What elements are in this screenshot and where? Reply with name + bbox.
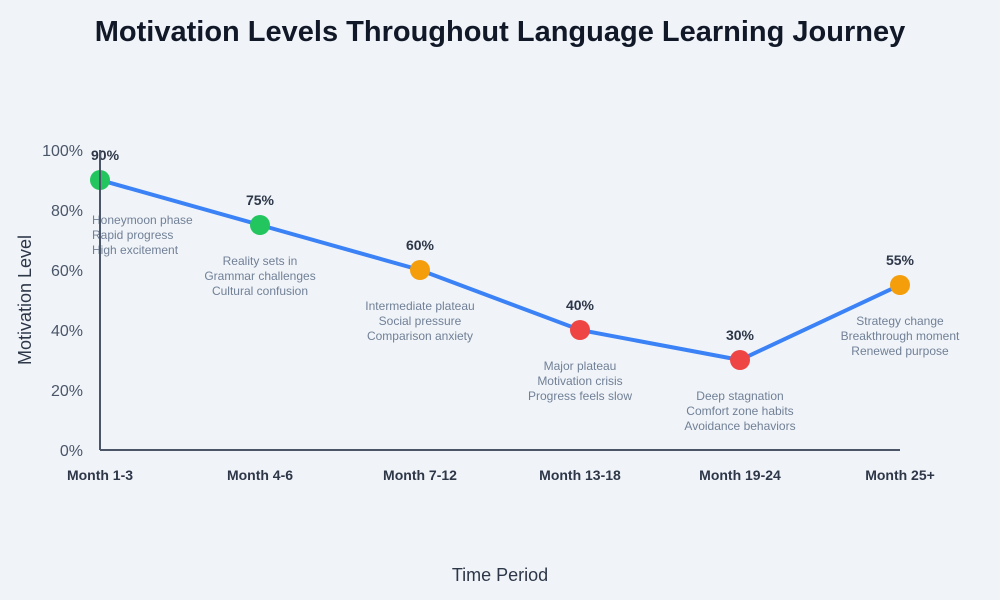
annotation-line: Honeymoon phase xyxy=(92,213,193,227)
y-tick-label: 40% xyxy=(51,323,83,340)
data-label: 40% xyxy=(566,297,595,313)
annotation-line: Comparison anxiety xyxy=(367,329,473,343)
series-line xyxy=(99,178,901,363)
chart-title: Motivation Levels Throughout Language Le… xyxy=(95,16,905,48)
y-tick-label: 60% xyxy=(51,263,83,280)
data-label: 30% xyxy=(726,327,755,343)
annotation-line: Renewed purpose xyxy=(851,344,949,358)
annotation-line: Cultural confusion xyxy=(212,284,308,298)
x-tick-label: Month 25+ xyxy=(865,467,935,483)
y-tick-label: 80% xyxy=(51,203,83,220)
x-tick-label: Month 13-18 xyxy=(539,467,621,483)
annotation-line: Rapid progress xyxy=(92,228,173,242)
data-point xyxy=(250,215,270,235)
data-point xyxy=(410,260,430,280)
annotation-line: Major plateau xyxy=(544,359,617,373)
annotation-line: Comfort zone habits xyxy=(686,404,793,418)
annotation-line: Social pressure xyxy=(379,314,462,328)
data-label: 90% xyxy=(91,147,120,163)
data-label: 75% xyxy=(246,192,275,208)
annotation-line: Motivation crisis xyxy=(537,374,622,388)
annotation-line: Progress feels slow xyxy=(528,389,632,403)
data-point xyxy=(570,320,590,340)
y-axis-label: Motivation Level xyxy=(15,235,35,365)
annotation-line: Deep stagnation xyxy=(696,389,783,403)
data-label: 55% xyxy=(886,252,915,268)
data-label: 60% xyxy=(406,237,435,253)
annotation-line: Breakthrough moment xyxy=(841,329,960,343)
annotation-line: Avoidance behaviors xyxy=(684,419,795,433)
x-tick-label: Month 7-12 xyxy=(383,467,457,483)
annotation-line: Grammar challenges xyxy=(204,269,315,283)
annotation-line: Intermediate plateau xyxy=(365,299,474,313)
y-tick-label: 100% xyxy=(42,143,83,160)
data-point xyxy=(890,275,910,295)
y-tick-label: 0% xyxy=(60,443,83,460)
annotation-line: Reality sets in xyxy=(223,254,298,268)
x-tick-label: Month 1-3 xyxy=(67,467,133,483)
x-tick-label: Month 4-6 xyxy=(227,467,293,483)
y-tick-label: 20% xyxy=(51,383,83,400)
x-tick-label: Month 19-24 xyxy=(699,467,781,483)
data-point xyxy=(730,350,750,370)
x-axis-label: Time Period xyxy=(452,565,548,585)
annotation-line: High excitement xyxy=(92,243,179,257)
annotation-line: Strategy change xyxy=(856,314,944,328)
